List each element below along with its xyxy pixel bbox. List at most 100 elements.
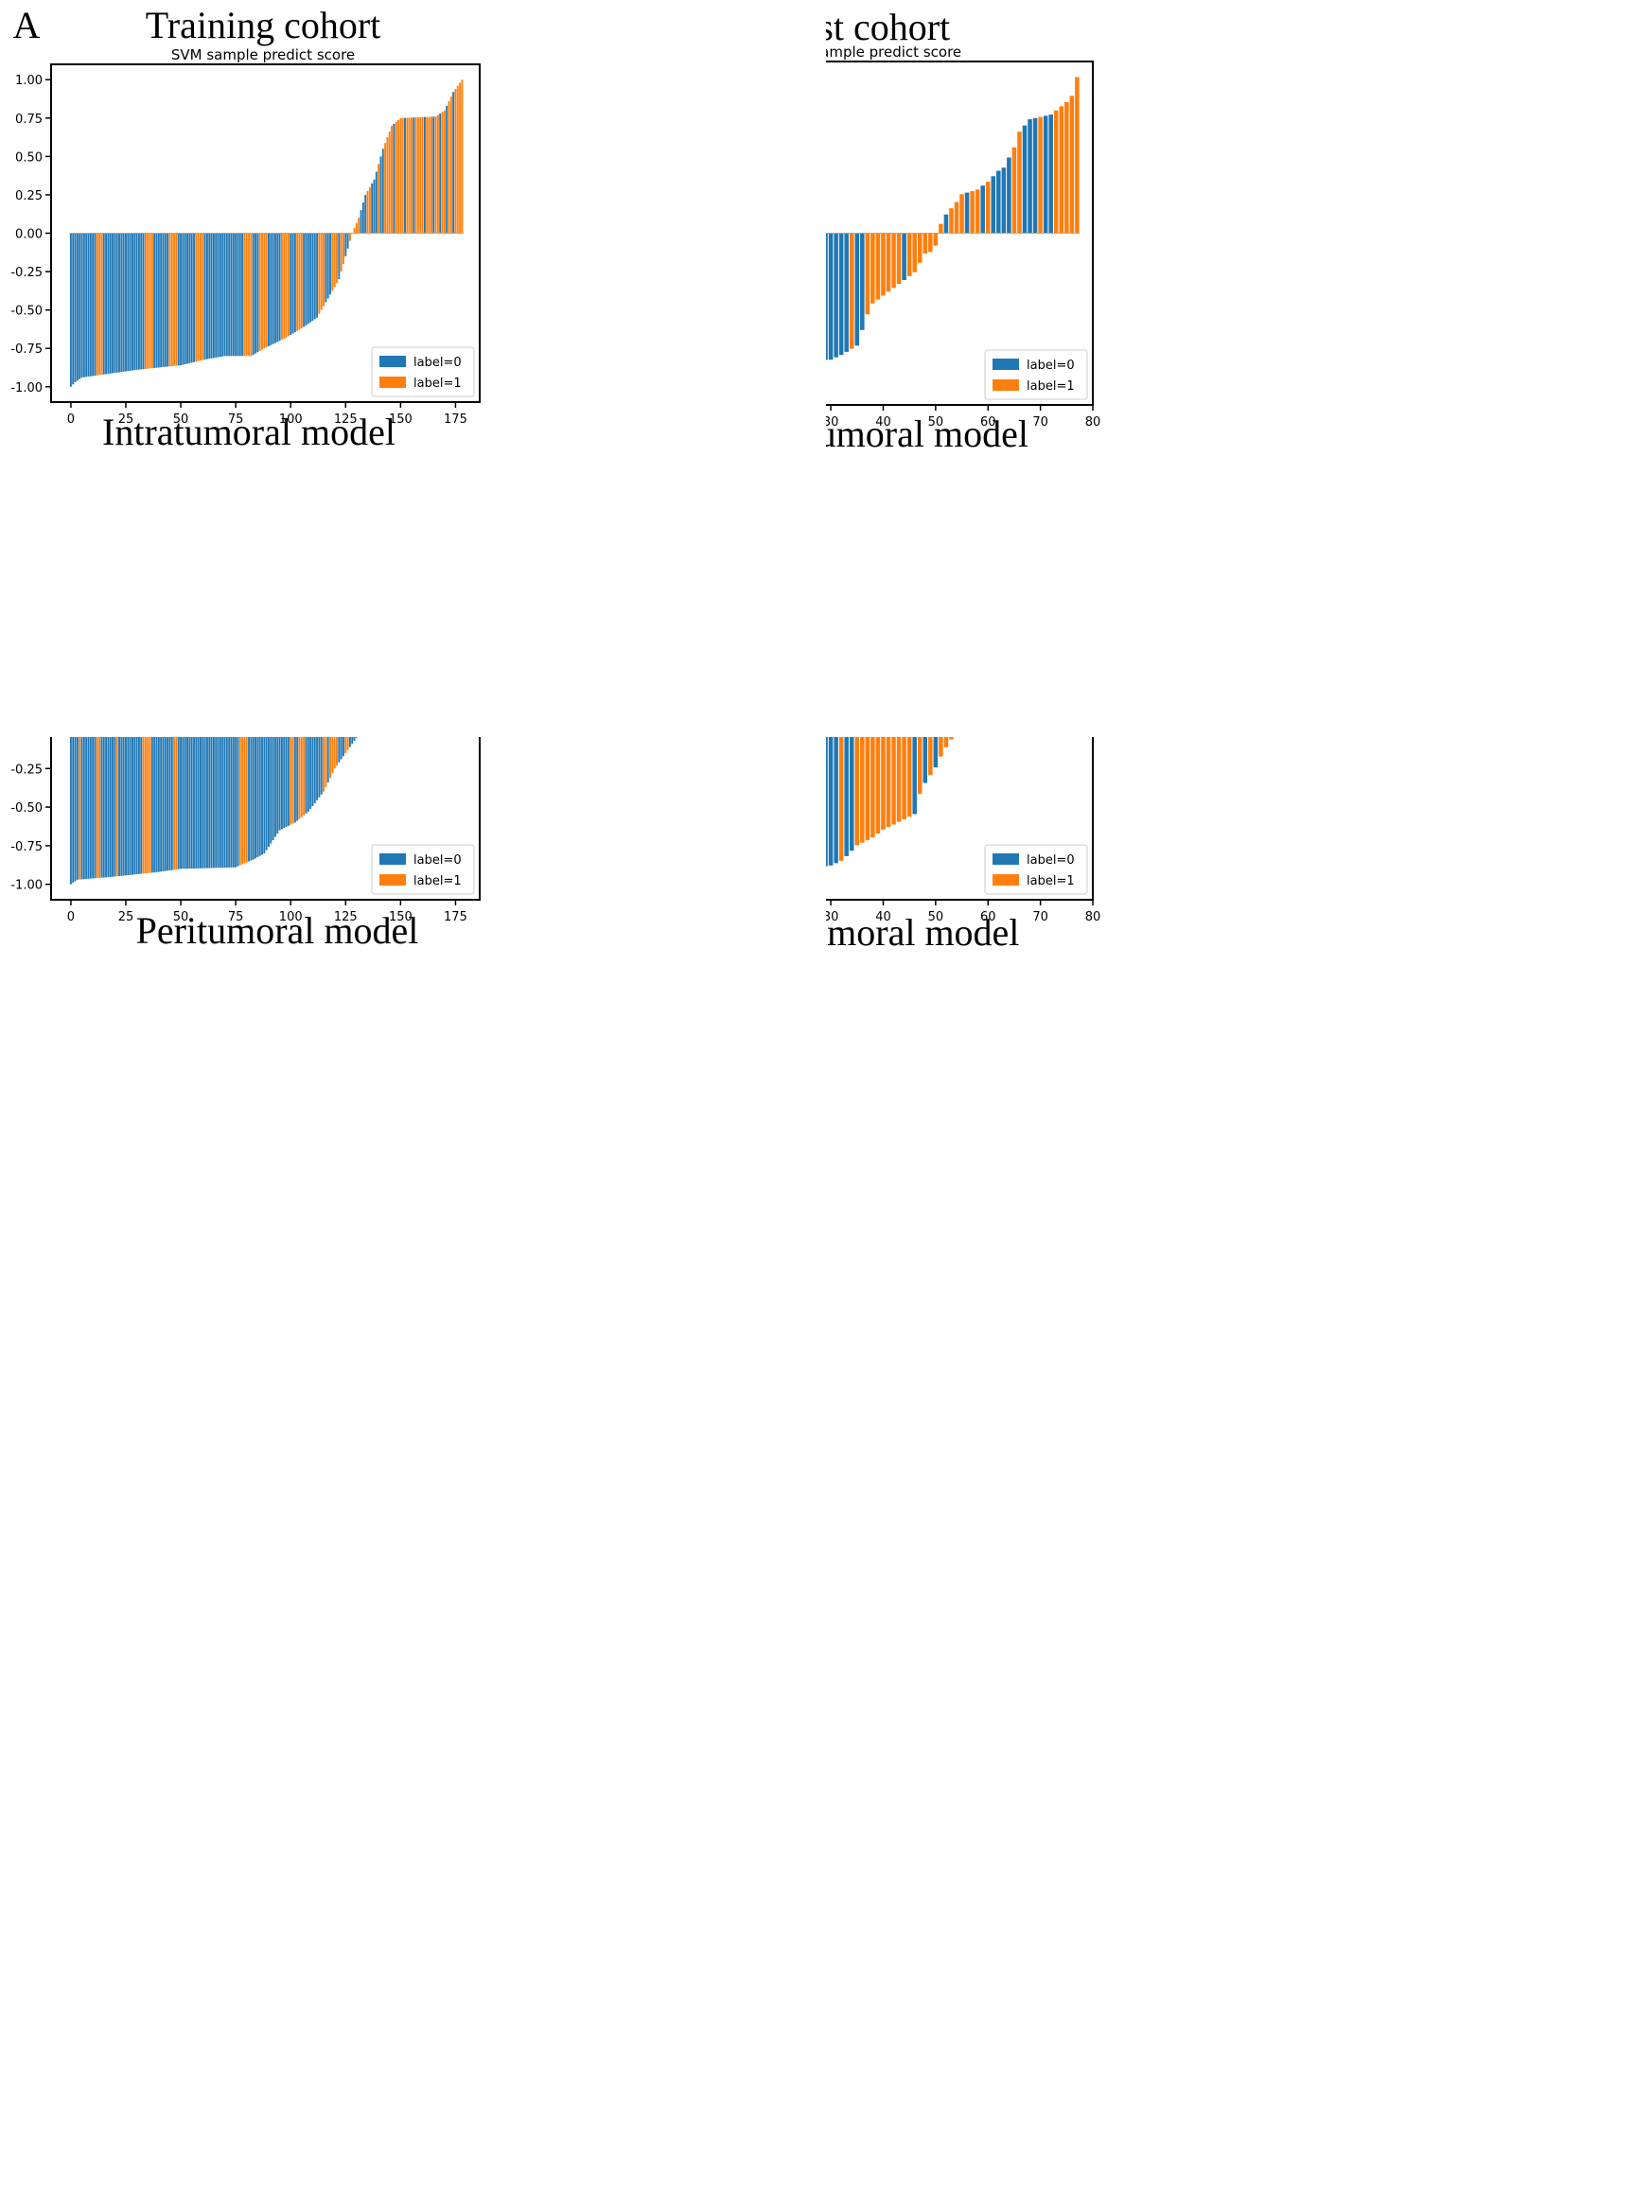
bar: [441, 112, 444, 234]
bar: [1032, 117, 1038, 234]
bar: [434, 116, 437, 234]
bar: [219, 737, 221, 869]
x-tick-label: 70: [1032, 910, 1048, 924]
bar: [1069, 96, 1075, 234]
bar: [290, 233, 292, 336]
bar: [180, 233, 183, 366]
bar: [133, 233, 136, 371]
y-tick-label: -0.50: [10, 305, 43, 319]
bar: [439, 113, 442, 234]
bar: [378, 164, 380, 234]
bar: [167, 233, 169, 367]
y-tick-label: 0.50: [15, 150, 43, 165]
x-tick-label: 50: [928, 910, 944, 924]
bar: [190, 737, 193, 869]
bar: [193, 737, 195, 869]
bar: [195, 737, 198, 869]
bar: [1043, 115, 1048, 234]
bar: [348, 233, 351, 241]
bar: [175, 737, 178, 870]
cohort-title: Test cohort: [826, 6, 950, 48]
plot-frame: [826, 737, 1094, 901]
bar: [283, 737, 286, 829]
bar: [268, 233, 270, 346]
bar: [970, 190, 975, 234]
x-tick-label: 125: [334, 413, 358, 427]
bar: [954, 202, 959, 234]
bar: [854, 233, 860, 346]
bar: [834, 737, 838, 864]
bar: [197, 233, 200, 361]
legend-label0: label=0: [413, 853, 462, 868]
bar: [76, 233, 79, 381]
bar: [860, 737, 865, 843]
legend-label1: label=1: [413, 874, 462, 888]
bar: [355, 737, 358, 738]
bar: [274, 233, 276, 343]
bar: [325, 233, 327, 303]
bar: [875, 233, 881, 300]
bar: [313, 737, 316, 803]
bar: [87, 233, 90, 377]
x-tick-label: 40: [875, 910, 891, 924]
bar: [949, 208, 954, 234]
bar: [303, 737, 306, 816]
bar: [285, 233, 288, 338]
bar: [228, 233, 231, 357]
bar: [896, 233, 902, 285]
bar: [860, 233, 865, 330]
bar: [355, 222, 358, 234]
bar: [129, 233, 132, 371]
x-tick-label: 75: [228, 910, 244, 924]
legend-swatch-label1: [993, 379, 1019, 391]
bar: [886, 737, 891, 828]
bar: [906, 737, 912, 817]
bar: [102, 233, 105, 375]
bar: [428, 116, 431, 234]
x-tick-label: 175: [444, 413, 467, 427]
bar: [875, 737, 881, 834]
legend-swatch-label0: [379, 853, 406, 865]
bar: [127, 233, 130, 372]
bar: [274, 737, 276, 837]
x-tick-label: 100: [279, 910, 303, 924]
legend-label0: label=0: [1027, 853, 1075, 868]
bar: [298, 737, 301, 819]
bar: [225, 737, 228, 868]
bar: [89, 737, 92, 879]
y-tick-label: 1.00: [15, 74, 43, 88]
bar: [210, 233, 213, 359]
bar: [326, 737, 329, 782]
bar: [157, 233, 160, 368]
bar: [256, 233, 259, 353]
bar: [232, 737, 235, 868]
bar: [203, 233, 206, 360]
bar: [276, 233, 279, 342]
bar: [381, 149, 384, 234]
model-label: Intratumoral model: [826, 413, 1028, 455]
x-tick-label: 60: [980, 415, 996, 430]
bar: [120, 737, 123, 876]
bar: [129, 737, 132, 875]
bar: [456, 85, 459, 234]
bar: [906, 233, 912, 276]
bar: [232, 233, 235, 357]
bar: [155, 233, 158, 368]
bar: [212, 233, 215, 359]
model-label: Peritumoral model: [826, 911, 1019, 954]
bar: [368, 186, 371, 234]
bar: [100, 737, 103, 878]
bar: [391, 125, 394, 234]
bar: [896, 737, 902, 822]
bar: [89, 233, 92, 377]
bar: [205, 737, 208, 869]
model-label: Peritumoral model: [136, 909, 419, 952]
bar: [208, 737, 211, 869]
bar: [361, 202, 364, 234]
bar: [300, 737, 303, 817]
bar: [384, 143, 387, 234]
bar: [964, 192, 970, 234]
